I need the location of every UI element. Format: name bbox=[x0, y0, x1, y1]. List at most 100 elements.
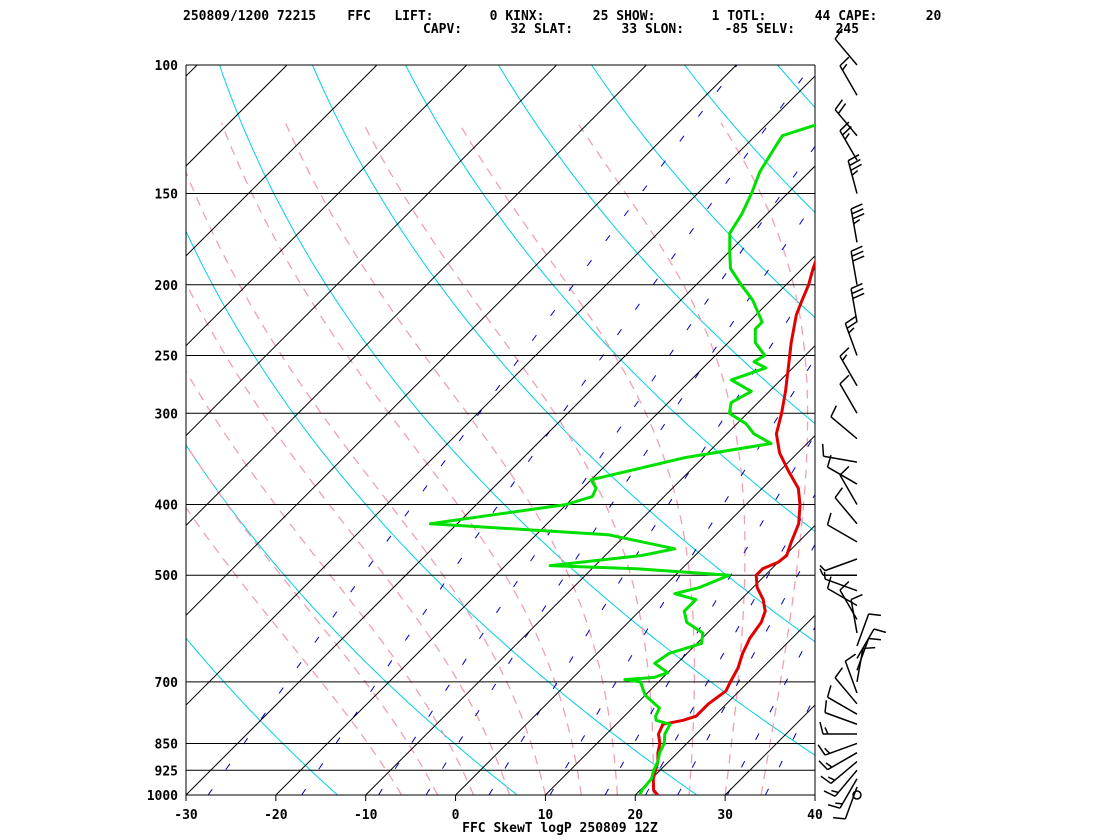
wind-barb-full-feather bbox=[849, 158, 861, 167]
wind-barb-staff bbox=[844, 786, 858, 820]
header-slon-value: -85 bbox=[724, 22, 749, 37]
wind-barb-full-feather bbox=[851, 287, 864, 295]
temperature-tick-label: -10 bbox=[354, 808, 378, 823]
header-cape-value: 20 bbox=[925, 9, 942, 24]
wind-barb bbox=[832, 786, 858, 820]
mixing-ratio-line bbox=[726, 626, 815, 795]
wind-barb bbox=[826, 512, 858, 543]
header-lift-label: LIFT: bbox=[394, 9, 434, 24]
dry-adiabat-line bbox=[964, 65, 1120, 811]
isotherm-line bbox=[186, 75, 815, 706]
wind-barb-full-feather bbox=[851, 208, 864, 215]
wind-barb-staff bbox=[839, 778, 858, 809]
wind-barb bbox=[839, 374, 858, 414]
background-lines bbox=[0, 65, 1120, 811]
wind-barb bbox=[856, 637, 882, 671]
wind-barb-half-feather bbox=[853, 218, 861, 225]
isotherm-line bbox=[365, 344, 815, 795]
wind-barb-full-feather bbox=[873, 628, 887, 634]
wind-barb bbox=[834, 99, 858, 137]
mixing-ratio-line bbox=[645, 493, 815, 795]
wind-barb bbox=[850, 245, 865, 285]
wind-barb-full-feather bbox=[868, 613, 882, 617]
wind-barb-full-feather bbox=[826, 512, 832, 526]
header-station: FFC bbox=[347, 9, 371, 24]
wind-barb bbox=[823, 769, 858, 798]
dry-adiabat-line bbox=[871, 65, 1120, 811]
header-capv-label: CAPV: bbox=[423, 22, 463, 37]
wind-barb bbox=[826, 576, 858, 607]
temperature-tick-label: 40 bbox=[807, 808, 823, 823]
header-slat-value: 33 bbox=[621, 22, 638, 37]
wind-barb-staff bbox=[839, 65, 858, 96]
wind-barb-staff bbox=[824, 711, 858, 725]
wind-barb-half-feather bbox=[848, 327, 855, 334]
mixing-ratio-line bbox=[764, 694, 815, 795]
wind-barb-full-feather bbox=[847, 154, 860, 162]
wind-barb-staff bbox=[827, 587, 858, 607]
wind-barb bbox=[839, 56, 858, 96]
header-datetime: 250809/1200 bbox=[183, 9, 270, 24]
wind-barb-full-feather bbox=[851, 250, 864, 257]
wind-barb-full-feather bbox=[850, 163, 862, 172]
pressure-tick-label: 500 bbox=[155, 569, 179, 584]
header-kinx-value: 25 bbox=[592, 9, 609, 24]
header-totl-value: 44 bbox=[814, 9, 831, 24]
wind-barb-half-feather bbox=[831, 789, 839, 794]
wind-barb-half-feather bbox=[827, 776, 836, 781]
wind-barb-full-feather bbox=[850, 282, 863, 290]
dry-adiabat-line bbox=[684, 65, 815, 214]
dry-adiabat-line bbox=[1057, 65, 1120, 811]
header-line-1: 250809/1200 72215 FFC LIFT: 0 KINX: 25 SHO… bbox=[183, 10, 941, 24]
isotherm-line bbox=[186, 65, 378, 257]
wind-barb-full-feather bbox=[846, 320, 858, 329]
dry-adiabat-line bbox=[498, 65, 815, 425]
wind-barb bbox=[856, 628, 887, 659]
wind-barb bbox=[850, 593, 863, 634]
wind-barb-full-feather bbox=[852, 213, 865, 220]
moist-adiabat-line bbox=[362, 122, 654, 795]
wind-barb-staff bbox=[839, 355, 858, 387]
isotherm-line bbox=[275, 255, 815, 795]
header-station-id: 72215 bbox=[276, 9, 317, 24]
wind-barb-full-feather bbox=[850, 203, 863, 210]
wind-barb bbox=[850, 282, 865, 323]
dewpoint-profile-line bbox=[428, 123, 815, 795]
isotherm-line bbox=[186, 65, 557, 437]
wind-barb-full-feather bbox=[834, 99, 844, 111]
wind-barb bbox=[839, 121, 858, 161]
wind-barb-staff bbox=[827, 524, 858, 543]
wind-barb-staff bbox=[824, 578, 858, 592]
pressure-tick-labels: 100 150 200 250 300 400 500 700 850 925 1000 bbox=[147, 59, 178, 804]
wind-barb-staff bbox=[824, 742, 858, 756]
temperature-tick-label: 20 bbox=[627, 808, 643, 823]
wind-barb-full-feather bbox=[839, 374, 850, 385]
wind-barb bbox=[827, 778, 858, 809]
wind-barb-full-feather bbox=[820, 775, 832, 785]
isotherm-line bbox=[186, 65, 468, 347]
wind-barb-staff bbox=[844, 323, 858, 356]
wind-barb-half-feather bbox=[851, 170, 859, 176]
wind-barb-full-feather bbox=[832, 816, 846, 820]
temperature-tick-labels: -30 -20 -10 0 10 20 30 40 bbox=[174, 795, 823, 823]
dry-adiabat-line bbox=[186, 444, 518, 795]
wind-barb bbox=[817, 742, 858, 756]
moist-adiabat-line bbox=[720, 122, 809, 795]
moist-adiabat-line bbox=[186, 170, 547, 795]
wind-barb-staff bbox=[827, 752, 858, 771]
wind-barb-staff bbox=[839, 474, 858, 505]
wind-barb bbox=[819, 558, 858, 572]
wind-barb bbox=[847, 154, 862, 194]
wind-barb bbox=[824, 700, 858, 725]
mixing-ratio-line bbox=[207, 65, 738, 795]
wind-barb-staff bbox=[847, 160, 858, 194]
wind-barb-staff bbox=[824, 558, 858, 572]
header-show-label: SHOW: bbox=[616, 9, 656, 24]
wind-barb-half-feather bbox=[841, 63, 848, 71]
header-selv-label: SELV: bbox=[755, 22, 796, 37]
isotherm-line bbox=[455, 434, 815, 795]
pressure-tick-label: 250 bbox=[155, 349, 179, 364]
wind-barb-full-feather bbox=[818, 760, 829, 771]
isotherm-line bbox=[0, 65, 107, 795]
mixing-ratio-line bbox=[549, 357, 815, 795]
